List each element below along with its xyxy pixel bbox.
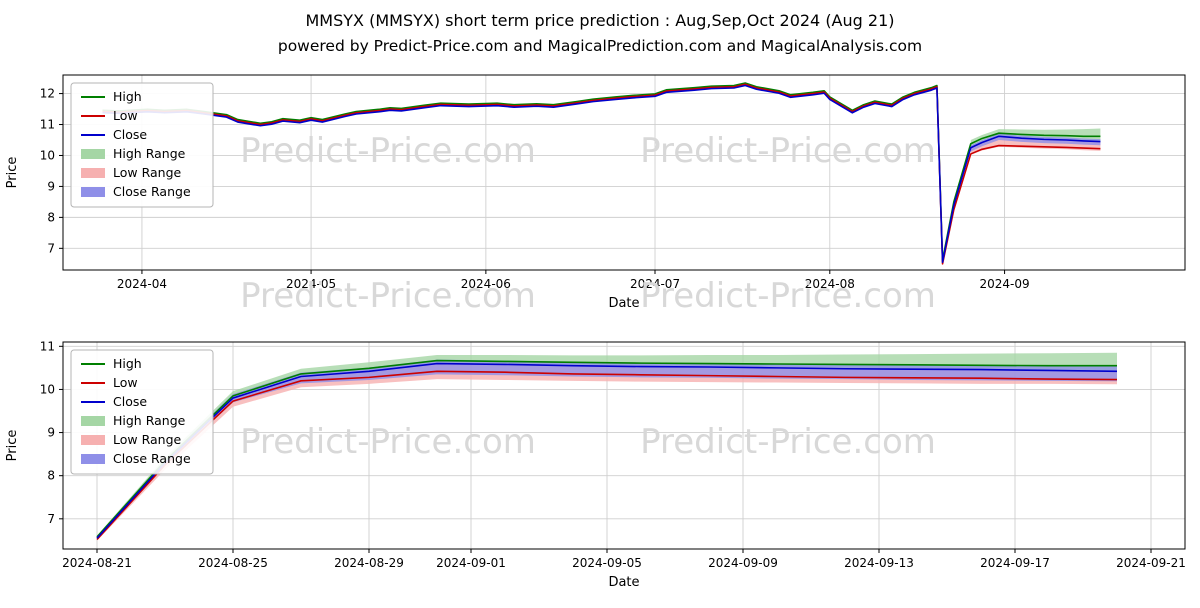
svg-text:9: 9 <box>47 179 55 193</box>
svg-text:Predict-Price.com: Predict-Price.com <box>240 131 536 171</box>
svg-text:Predict-Price.com: Predict-Price.com <box>640 131 936 171</box>
svg-text:2024-05: 2024-05 <box>286 277 336 291</box>
svg-text:2024-09-17: 2024-09-17 <box>980 556 1050 570</box>
svg-text:Predict-Price.com: Predict-Price.com <box>640 422 936 462</box>
svg-text:2024-08-25: 2024-08-25 <box>198 556 268 570</box>
svg-text:2024-04: 2024-04 <box>117 277 167 291</box>
svg-text:Price: Price <box>5 157 20 189</box>
svg-text:10: 10 <box>40 382 55 396</box>
svg-text:Close: Close <box>113 127 147 142</box>
svg-text:Low: Low <box>113 375 138 390</box>
svg-text:2024-09-09: 2024-09-09 <box>708 556 778 570</box>
figure-title: MMSYX (MMSYX) short term price predictio… <box>305 11 895 30</box>
svg-text:2024-09-21: 2024-09-21 <box>1116 556 1186 570</box>
svg-text:2024-09-13: 2024-09-13 <box>844 556 914 570</box>
svg-text:Date: Date <box>608 296 639 311</box>
svg-text:7: 7 <box>47 512 55 526</box>
svg-text:Price: Price <box>5 430 20 462</box>
svg-text:9: 9 <box>47 426 55 440</box>
svg-text:11: 11 <box>40 118 55 132</box>
svg-text:10: 10 <box>40 148 55 162</box>
svg-text:8: 8 <box>47 210 55 224</box>
svg-text:2024-09-01: 2024-09-01 <box>436 556 506 570</box>
svg-text:2024-09: 2024-09 <box>980 277 1030 291</box>
svg-text:High Range: High Range <box>113 413 186 428</box>
price-history-chart: 7 8 9 10 11 12 2024-04 2024-05 2024-06 2024-07 202… <box>5 74 1186 316</box>
svg-text:12: 12 <box>40 87 55 101</box>
svg-text:Close Range: Close Range <box>113 451 191 466</box>
svg-text:2024-07: 2024-07 <box>630 277 680 291</box>
svg-text:Predict-Price.com: Predict-Price.com <box>240 276 536 316</box>
svg-text:Predict-Price.com: Predict-Price.com <box>640 276 936 316</box>
svg-text:7: 7 <box>47 241 55 255</box>
svg-text:Close Range: Close Range <box>113 184 191 199</box>
svg-text:High: High <box>113 356 142 371</box>
svg-text:2024-08-29: 2024-08-29 <box>334 556 404 570</box>
svg-text:Low Range: Low Range <box>113 165 182 180</box>
svg-text:2024-06: 2024-06 <box>461 277 511 291</box>
svg-text:8: 8 <box>47 469 55 483</box>
figure-subtitle: powered by Predict-Price.com and Magical… <box>277 37 923 55</box>
svg-text:Close: Close <box>113 394 147 409</box>
svg-text:Predict-Price.com: Predict-Price.com <box>240 422 536 462</box>
svg-text:2024-08-21: 2024-08-21 <box>62 556 132 570</box>
svg-text:Date: Date <box>608 575 639 590</box>
svg-text:2024-09-05: 2024-09-05 <box>572 556 642 570</box>
prediction-detail-chart: 7 8 9 10 11 2024-08-21 2024-08-25 2024-08-29 202… <box>5 339 1186 590</box>
svg-text:11: 11 <box>40 339 55 353</box>
svg-text:2024-08: 2024-08 <box>805 277 855 291</box>
svg-text:High: High <box>113 89 142 104</box>
svg-text:Low: Low <box>113 108 138 123</box>
svg-text:High Range: High Range <box>113 146 186 161</box>
svg-text:Low Range: Low Range <box>113 432 182 447</box>
